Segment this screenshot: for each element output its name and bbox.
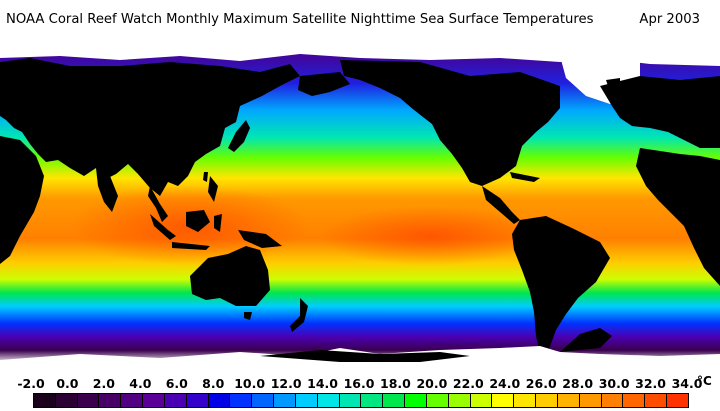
colorbar-cell — [426, 394, 449, 407]
sumatra — [150, 214, 176, 240]
colorbar-cell — [579, 394, 602, 407]
color-scale-bar — [33, 393, 689, 408]
north-america — [340, 60, 560, 186]
colorbar-cell — [557, 394, 580, 407]
southeast-asia — [148, 186, 168, 222]
colorbar-cell — [164, 394, 187, 407]
sst-map — [0, 36, 720, 374]
colorbar-cell — [383, 394, 406, 407]
legend-tick-label: 22.0 — [452, 376, 484, 391]
java — [172, 242, 210, 250]
antarctic-peninsula — [560, 328, 612, 352]
colorbar-cell — [601, 394, 624, 407]
colorbar-cell — [645, 394, 668, 407]
colorbar-cell — [34, 394, 56, 407]
legend-tick-label: 20.0 — [416, 376, 448, 391]
colorbar-cell — [252, 394, 275, 407]
unit-label: °C — [697, 374, 712, 388]
date-label: Apr 2003 — [639, 12, 700, 27]
legend-tick-label: 28.0 — [562, 376, 594, 391]
colorbar-cell — [274, 394, 296, 407]
legend-tick-label: 8.0 — [202, 376, 225, 391]
legend-tick-label: 10.0 — [234, 376, 266, 391]
legend-tick-label: -2.0 — [17, 376, 45, 391]
legend-tick-label: 2.0 — [92, 376, 115, 391]
taiwan — [203, 172, 208, 182]
borneo — [186, 210, 210, 232]
tasmania — [244, 312, 252, 320]
colorbar-cell — [470, 394, 493, 407]
colorbar-cell — [405, 394, 427, 407]
new-zealand — [290, 298, 308, 332]
cuba — [510, 172, 540, 182]
alaska — [298, 72, 350, 96]
legend-tick-label: 34.0 — [671, 376, 703, 391]
legend-tick-label: 0.0 — [56, 376, 79, 391]
pacific-warm-band — [320, 206, 540, 266]
colorbar-cell — [514, 394, 537, 407]
europe — [600, 76, 720, 148]
colorbar-cell — [448, 394, 471, 407]
legend-tick-label: 18.0 — [380, 376, 411, 391]
world-map — [0, 36, 720, 374]
africa-east — [636, 148, 720, 286]
uk — [634, 98, 646, 116]
australia — [190, 246, 270, 306]
philippines — [208, 176, 218, 202]
south-america — [512, 216, 610, 354]
colorbar-cell — [77, 394, 100, 407]
colorbar-cell — [186, 394, 209, 407]
title-text: NOAA Coral Reef Watch Monthly Maximum Sa… — [6, 12, 594, 27]
legend-tick-label: 16.0 — [343, 376, 375, 391]
colorbar-cell — [143, 394, 165, 407]
legend-tick-label: 12.0 — [270, 376, 302, 391]
colorbar-cell — [230, 394, 253, 407]
colorbar-cell — [492, 394, 515, 407]
legend-tick-label: 14.0 — [307, 376, 338, 391]
colorbar-cell — [208, 394, 231, 407]
colorbar-cell — [667, 394, 688, 407]
colorbar-cell — [536, 394, 558, 407]
legend-tick-label: 32.0 — [635, 376, 666, 391]
eurasia-landmass — [0, 58, 300, 196]
colorbar-cell — [623, 394, 646, 407]
colorbar-cell — [317, 394, 340, 407]
new-guinea — [238, 230, 282, 248]
legend-tick-label: 4.0 — [129, 376, 152, 391]
legend-tick-label: 24.0 — [489, 376, 521, 391]
india-peninsula — [96, 168, 118, 212]
colorbar-cell — [99, 394, 122, 407]
arctic-ice — [0, 36, 720, 66]
central-america — [482, 186, 520, 224]
colorbar-cell — [295, 394, 318, 407]
legend-tick-label: 26.0 — [525, 376, 557, 391]
map-title: NOAA Coral Reef Watch Monthly Maximum Sa… — [0, 12, 720, 34]
colorbar-cell — [55, 394, 78, 407]
africa-landmass — [0, 136, 44, 264]
antarctic-coast — [260, 350, 470, 362]
colorbar-cell — [339, 394, 362, 407]
iceland — [606, 78, 620, 86]
legend-tick-label: 6.0 — [165, 376, 188, 391]
colorbar-cell — [361, 394, 384, 407]
japan — [228, 120, 250, 152]
temperature-legend: -2.0 0.0 2.0 4.0 6.0 8.0 10.0 12.0 14.0 16.0 18.0 2… — [0, 374, 720, 411]
legend-tick-label: 30.0 — [598, 376, 630, 391]
colorbar-cell — [121, 394, 144, 407]
sulawesi — [214, 214, 222, 232]
